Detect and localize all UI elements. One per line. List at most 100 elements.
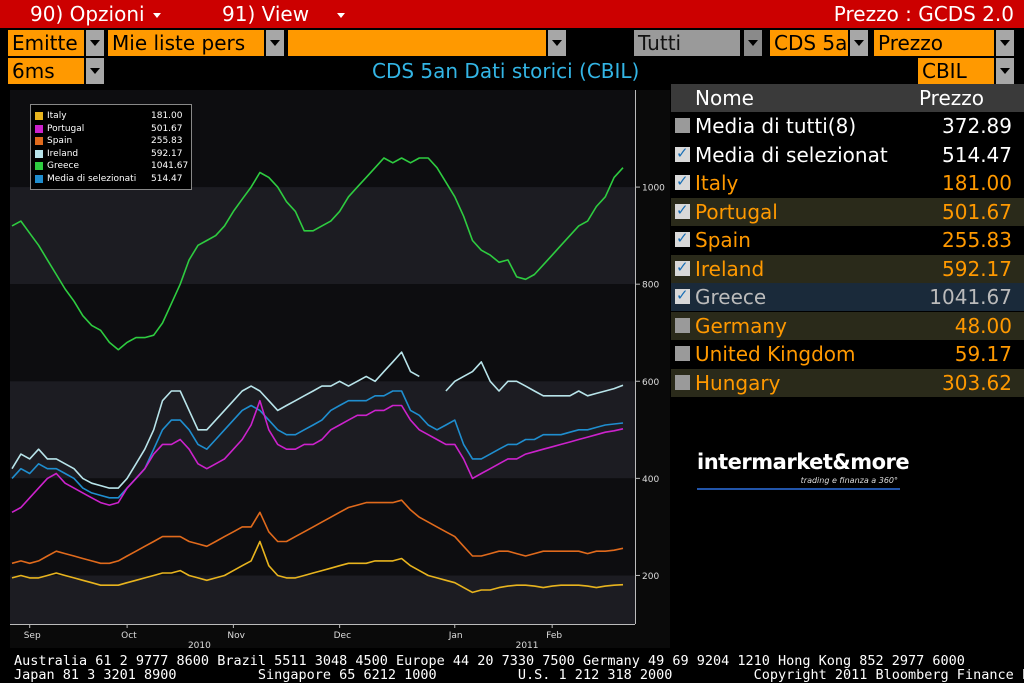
row-price: 255.83	[942, 228, 1012, 252]
series-line-greece	[11, 157, 624, 351]
row-name: Ireland	[695, 256, 765, 281]
legend-name: Greece	[47, 161, 80, 171]
row-checkbox[interactable]	[675, 144, 690, 162]
options-menu[interactable]: 90) Opzioni	[30, 2, 161, 26]
table-row[interactable]: Hungary 303.62	[671, 368, 1024, 397]
footer-contacts-line2: Japan 81 3 3201 8900 Singapore 65 6212 1…	[14, 667, 1024, 683]
table-row[interactable]: Spain 255.83	[671, 226, 1024, 254]
issuer-field[interactable]: Emitte	[8, 30, 84, 56]
legend-swatch	[35, 149, 43, 158]
row-checkbox[interactable]	[675, 229, 690, 247]
intermarket-logo: intermarket&more trading e finanza a 360…	[697, 450, 910, 490]
header-price: Prezzo	[918, 86, 984, 110]
legend-swatch	[35, 137, 43, 145]
row-checkbox[interactable]	[675, 374, 690, 390]
x-tick-label: Jan	[448, 631, 463, 641]
row-name: Media di tutti(8)	[695, 114, 857, 138]
all-field[interactable]: Tutti	[634, 30, 740, 56]
chevron-down-icon	[152, 13, 161, 18]
legend-name: Portugal	[47, 123, 85, 134]
chart-band	[10, 284, 635, 382]
row-checkbox[interactable]	[675, 258, 690, 276]
x-tick-label: Dec	[334, 631, 351, 641]
y-tick-label: 800	[642, 281, 659, 291]
legend-entry: Greece 1041.67	[35, 160, 189, 172]
table-row[interactable]: Ireland 592.17	[671, 254, 1024, 283]
legend-value: 592.17	[151, 148, 183, 159]
row-checkbox[interactable]	[675, 317, 690, 333]
legend-entry: Ireland 592.17	[35, 148, 185, 160]
legend-value: 255.83	[151, 136, 183, 146]
x-tick-label: Sep	[24, 631, 41, 641]
row-checkbox[interactable]	[675, 286, 690, 304]
source-dropdown-button[interactable]	[996, 58, 1014, 84]
logo-sub-text: trading e finanza a 360°	[800, 476, 898, 485]
header-name: Nome	[695, 86, 754, 110]
y-tick-label: 400	[642, 475, 659, 485]
row-name: United Kingdom	[695, 342, 856, 366]
issuer-dropdown-button[interactable]	[86, 30, 104, 56]
legend-value: 1041.67	[151, 161, 189, 171]
tenor-dropdown-button[interactable]	[850, 30, 868, 56]
chart-legend: Italy 181.00 Portugal 501.67 Spain 255.83 Irel…	[30, 104, 192, 190]
table-row[interactable]: Greece 1041.67	[671, 283, 1024, 311]
legend-swatch	[35, 162, 43, 170]
table-row[interactable]: Portugal 501.67	[671, 197, 1024, 226]
price-field[interactable]: Prezzo	[874, 30, 994, 56]
row-price: 1041.67	[929, 285, 1012, 309]
chevron-down-icon	[337, 13, 346, 18]
options-menu-label: 90) Opzioni	[30, 2, 145, 26]
table-row[interactable]: Germany 48.00	[671, 311, 1024, 340]
row-name: Media di selezionat	[695, 142, 888, 167]
row-checkbox[interactable]	[675, 172, 690, 190]
row-checkbox[interactable]	[675, 201, 690, 219]
all-dropdown-button[interactable]	[744, 30, 762, 56]
row-name: Germany	[695, 313, 787, 338]
series-line-portugal	[11, 399, 624, 514]
table-row[interactable]: Italy 181.00	[671, 169, 1024, 197]
y-tick-label: 600	[642, 378, 659, 388]
list-dropdown-button[interactable]	[266, 30, 284, 56]
legend-value: 181.00	[151, 111, 183, 121]
period-field[interactable]: 6ms	[8, 58, 84, 84]
table-row[interactable]: United Kingdom 59.17	[671, 340, 1024, 368]
x-tick-label: Nov	[227, 631, 245, 641]
row-name: Portugal	[695, 199, 778, 224]
row-price: 501.67	[942, 199, 1012, 224]
chart-band	[10, 381, 635, 479]
y-tick-label: 1000	[642, 184, 665, 194]
x-year-label: 2010	[188, 641, 211, 648]
legend-value: 501.67	[151, 123, 183, 134]
row-checkbox[interactable]	[675, 118, 690, 133]
price-dropdown-button[interactable]	[996, 30, 1014, 56]
legend-name: Italy	[47, 111, 67, 121]
list-field[interactable]: Mie liste pers	[108, 30, 264, 56]
row-price: 372.89	[942, 114, 1012, 138]
blank-dropdown-button[interactable]	[548, 30, 566, 56]
period-dropdown-button[interactable]	[86, 58, 104, 84]
legend-value: 514.47	[151, 173, 183, 184]
cds-line-chart: 200 400 600 800 1000 Sep Oct Nov Dec Jan Feb 2010 20…	[10, 90, 665, 648]
y-tick-label: 200	[642, 572, 659, 582]
chart-subtitle: CDS 5an Dati storici (CBIL)	[372, 59, 640, 83]
row-name: Spain	[695, 228, 751, 252]
legend-name: Media di selezionati	[47, 173, 137, 184]
footer-contacts-line1: Australia 61 2 9777 8600 Brazil 5511 304…	[14, 653, 965, 669]
x-tick-label: Oct	[121, 631, 137, 641]
top-menu-bar	[0, 0, 1024, 28]
source-field[interactable]: CBIL	[918, 58, 994, 84]
table-row[interactable]: Media di selezionat 514.47	[671, 140, 1024, 169]
blank-field[interactable]	[288, 30, 546, 56]
legend-entry: Media di selezionati 514.47	[35, 173, 185, 185]
legend-swatch	[35, 112, 43, 120]
row-name: Italy	[695, 171, 739, 195]
row-price: 48.00	[954, 313, 1012, 338]
table-row[interactable]: Media di tutti(8) 372.89	[671, 112, 1024, 140]
view-menu[interactable]: 91) View	[222, 2, 346, 26]
tenor-field[interactable]: CDS 5a	[770, 30, 848, 56]
chart-panel[interactable]: 200 400 600 800 1000 Sep Oct Nov Dec Jan Feb 2010 20…	[10, 90, 670, 648]
series-line-italy	[11, 540, 624, 594]
chart-band	[10, 575, 635, 624]
row-checkbox[interactable]	[675, 346, 690, 361]
row-price: 592.17	[942, 256, 1012, 281]
